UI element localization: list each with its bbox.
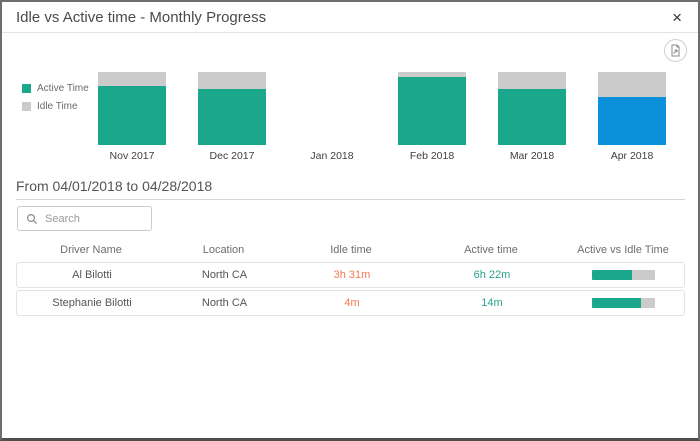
chart-legend: Active Time Idle Time bbox=[22, 83, 89, 119]
stacked-bar-chart: Active Time Idle Time Nov 2017 Dec 2017 Ja… bbox=[2, 62, 698, 165]
active-segment[interactable] bbox=[198, 89, 266, 145]
table-header: Driver Name Location Idle time Active ti… bbox=[16, 239, 685, 260]
search-icon bbox=[26, 213, 38, 224]
month-label: Nov 2017 bbox=[109, 150, 155, 162]
month-label: Apr 2018 bbox=[610, 150, 654, 162]
table-row[interactable]: Stephanie Bilotti North CA 4m 14m bbox=[16, 290, 685, 316]
active-fill bbox=[591, 298, 641, 308]
dialog-title: Idle vs Active time - Monthly Progress bbox=[16, 8, 267, 26]
dialog-header: Idle vs Active time - Monthly Progress × bbox=[2, 2, 698, 33]
location-cell: North CA bbox=[201, 269, 248, 281]
table-row[interactable]: Al Bilotti North CA 3h 31m 6h 22m bbox=[16, 262, 685, 288]
bar-dec-2017[interactable] bbox=[198, 72, 266, 145]
col-active-time: Active time bbox=[464, 243, 518, 256]
period-heading: From 04/01/2018 to 04/28/2018 bbox=[16, 178, 213, 194]
month-label: Jan 2018 bbox=[310, 150, 354, 162]
active-vs-idle-cell bbox=[562, 298, 684, 308]
col-location: Location bbox=[202, 243, 245, 256]
idle-segment[interactable] bbox=[98, 72, 166, 86]
active-time-cell: 14m bbox=[481, 297, 503, 309]
export-button[interactable] bbox=[664, 39, 687, 62]
active-fill bbox=[591, 270, 632, 280]
idle-segment[interactable] bbox=[498, 72, 566, 89]
idle-time-swatch bbox=[22, 102, 31, 111]
month-label: Mar 2018 bbox=[509, 150, 555, 162]
active-vs-idle-cell bbox=[562, 270, 684, 280]
driver-name-cell: Stephanie Bilotti bbox=[52, 297, 132, 309]
active-vs-idle-bar bbox=[591, 270, 655, 280]
legend-label: Active Time bbox=[37, 83, 89, 94]
bar-apr-2018[interactable] bbox=[598, 72, 666, 145]
legend-label: Idle Time bbox=[37, 101, 78, 112]
bar-mar-2018[interactable] bbox=[498, 72, 566, 145]
search-box[interactable] bbox=[17, 206, 152, 231]
idle-segment[interactable] bbox=[398, 72, 466, 77]
active-segment[interactable] bbox=[398, 77, 466, 145]
driver-name-cell: Al Bilotti bbox=[72, 269, 112, 281]
section-divider bbox=[16, 199, 685, 200]
location-cell: North CA bbox=[201, 297, 248, 309]
legend-item-idle: Idle Time bbox=[22, 101, 89, 112]
col-active-vs-idle: Active vs Idle Time bbox=[577, 243, 669, 256]
active-time-swatch bbox=[22, 84, 31, 93]
idle-segment[interactable] bbox=[598, 72, 666, 97]
bar-feb-2018[interactable] bbox=[398, 72, 466, 145]
idle-time-cell: 3h 31m bbox=[333, 269, 371, 281]
export-chart-icon bbox=[671, 44, 680, 57]
active-segment[interactable] bbox=[98, 86, 166, 145]
bar-jan-2018[interactable] bbox=[298, 72, 366, 145]
idle-time-cell: 4m bbox=[344, 297, 360, 309]
search-input[interactable] bbox=[43, 211, 151, 226]
idle-segment[interactable] bbox=[198, 72, 266, 89]
month-label: Dec 2017 bbox=[209, 150, 255, 162]
bar-nov-2017[interactable] bbox=[98, 72, 166, 145]
col-idle-time: Idle time bbox=[330, 243, 372, 256]
driver-table: Driver Name Location Idle time Active ti… bbox=[16, 239, 685, 316]
active-segment[interactable] bbox=[498, 89, 566, 145]
active-segment[interactable] bbox=[598, 97, 666, 145]
active-time-cell: 6h 22m bbox=[473, 269, 511, 281]
driver-table-body: Al Bilotti North CA 3h 31m 6h 22m Stephanie … bbox=[16, 262, 685, 316]
month-label: Feb 2018 bbox=[409, 150, 455, 162]
col-driver-name: Driver Name bbox=[60, 243, 122, 256]
legend-item-active: Active Time bbox=[22, 83, 89, 94]
active-vs-idle-bar bbox=[591, 298, 655, 308]
close-button[interactable]: × bbox=[672, 7, 682, 27]
